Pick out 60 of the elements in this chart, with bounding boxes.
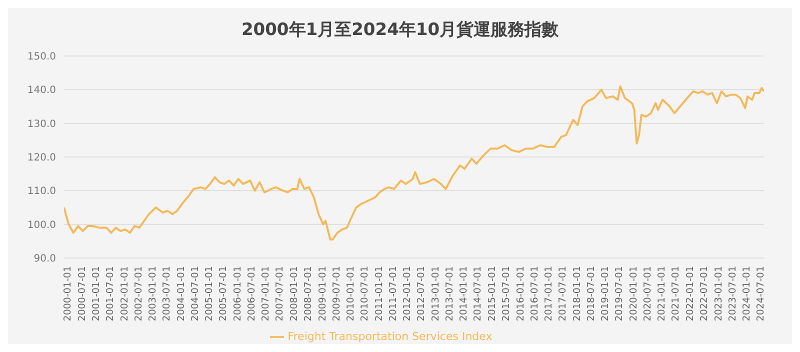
chart-title: 2000年1月至2024年10月貨運服務指數 — [240, 19, 560, 42]
x-tick-label: 2012-07-01 — [416, 266, 428, 322]
y-tick-label: 140.0 — [27, 85, 56, 96]
x-tick-label: 2004-07-01 — [190, 266, 201, 322]
x-tick-label: 2021-07-01 — [670, 266, 682, 322]
x-tick-label: 2017-01-01 — [544, 266, 555, 322]
x-tick-label: 2018-01-01 — [572, 266, 583, 322]
x-tick-label: 2008-07-01 — [303, 266, 314, 322]
x-tick-label: 2016-01-01 — [515, 266, 526, 322]
y-tick-label: 150.0 — [27, 52, 56, 63]
x-tick-label: 2022-07-01 — [699, 266, 710, 322]
y-tick-label: 90.0 — [34, 254, 56, 265]
y-tick-label: 110.0 — [27, 186, 56, 198]
x-tick-label: 2018-07-01 — [586, 266, 597, 322]
x-tick-label: 2016-07-01 — [529, 266, 540, 322]
x-tick-label: 2024-01-01 — [742, 266, 753, 322]
x-tick-label: 2019-01-01 — [600, 266, 612, 322]
x-tick-label: 2011-07-01 — [388, 266, 399, 322]
x-tick-label: 2023-01-01 — [713, 266, 724, 322]
x-tick-label: 2021-01-01 — [656, 266, 668, 322]
x-tick-label: 2015-07-01 — [501, 266, 512, 322]
line-series — [64, 85, 764, 240]
x-tick-label: 2006-07-01 — [246, 266, 258, 322]
y-tick-label: 120.0 — [27, 152, 56, 164]
x-tick-label: 2020-07-01 — [642, 266, 654, 322]
x-tick-label: 2004-01-01 — [176, 266, 187, 322]
x-tick-label: 2002-07-01 — [133, 266, 144, 322]
x-tick-label: 2023-07-01 — [727, 266, 738, 322]
x-tick-label: 2020-01-01 — [628, 266, 640, 322]
legend-label: Freight Transportation Services Index — [288, 330, 492, 344]
x-tick-label: 2008-01-01 — [289, 266, 300, 322]
x-tick-label: 2006-01-01 — [232, 266, 244, 322]
x-tick-label: 2007-01-01 — [260, 266, 272, 322]
x-tick-label: 2013-07-01 — [444, 266, 456, 322]
x-tick-label: 2024-07-01 — [756, 266, 767, 322]
x-tick-label: 2010-01-01 — [346, 266, 357, 322]
x-tick-label: 2017-07-01 — [558, 266, 569, 322]
x-tick-label: 2014-07-01 — [472, 266, 484, 322]
x-tick-label: 2022-01-01 — [685, 266, 696, 322]
x-tick-label: 2009-01-01 — [317, 266, 328, 322]
x-tick-label: 2010-07-01 — [360, 266, 371, 322]
x-tick-label: 2001-01-01 — [91, 266, 102, 322]
x-tick-label: 2007-07-01 — [274, 266, 286, 322]
x-tick-label: 2000-07-01 — [76, 266, 88, 322]
x-tick-label: 2019-07-01 — [614, 266, 626, 322]
x-tick-label: 2015-01-01 — [487, 266, 498, 322]
x-tick-label: 2013-01-01 — [430, 266, 442, 322]
x-tick-label: 2009-07-01 — [331, 266, 342, 322]
x-tick-label: 2000-01-01 — [62, 266, 74, 322]
x-tick-label: 2002-01-01 — [119, 266, 130, 322]
x-tick-label: 2003-01-01 — [148, 266, 159, 322]
y-tick-label: 130.0 — [27, 118, 56, 130]
x-tick-label: 2003-07-01 — [162, 266, 173, 322]
y-tick-label: 100.0 — [27, 220, 56, 231]
x-tick-label: 2005-07-01 — [218, 266, 230, 322]
x-tick-label: 2014-01-01 — [458, 266, 470, 322]
x-tick-label: 2012-01-01 — [402, 266, 414, 322]
x-tick-label: 2005-01-01 — [204, 266, 216, 322]
x-tick-label: 2011-01-01 — [374, 266, 385, 322]
x-tick-label: 2001-07-01 — [105, 266, 116, 322]
